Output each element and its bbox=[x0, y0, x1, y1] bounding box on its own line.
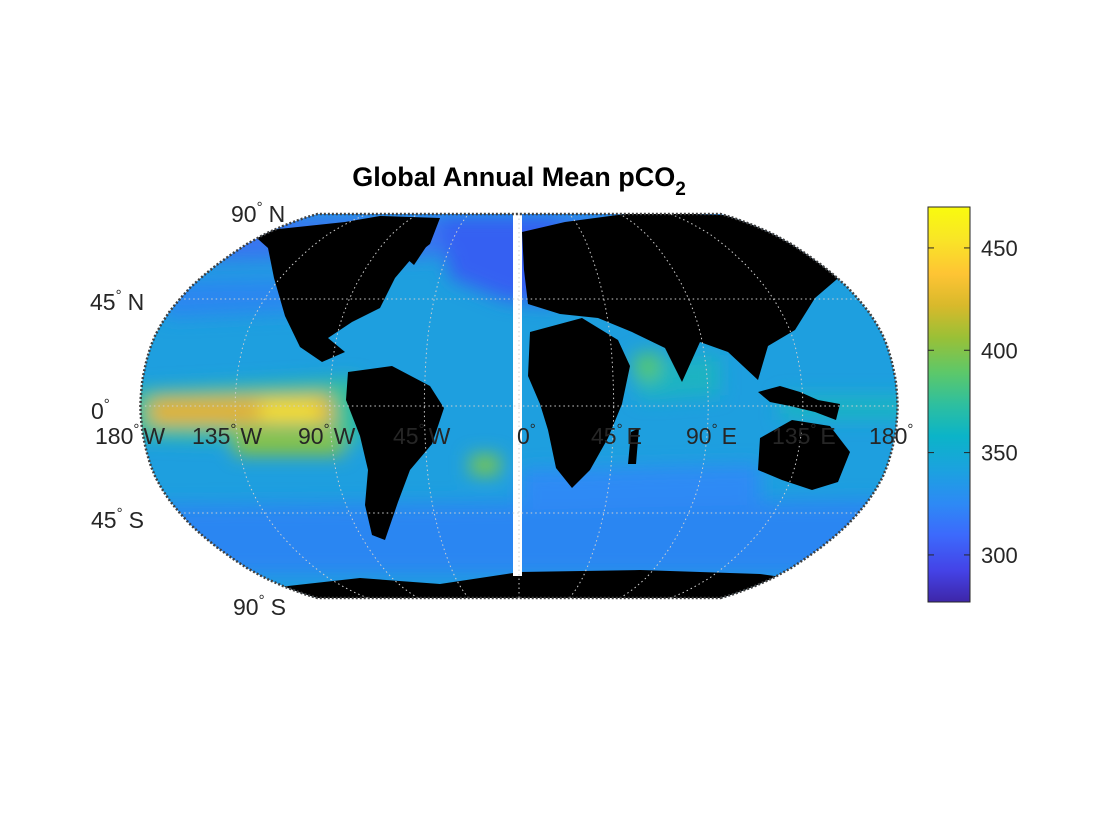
south-america bbox=[346, 366, 444, 540]
colorbar-ticks: 300 350 400 450 bbox=[928, 236, 1018, 568]
colorbar-tick-label: 300 bbox=[981, 543, 1018, 568]
atlantic-equator-green bbox=[470, 455, 500, 475]
lon-label-90w: 90° W bbox=[298, 421, 356, 449]
lon-label-90e: 90° E bbox=[686, 421, 737, 449]
longitude-labels: 180° W 135° W 90° W 45° W 0° 45° E 90° E 135° E… bbox=[95, 421, 913, 449]
meridian-line bbox=[329, 213, 419, 599]
lon-label-180: 180° bbox=[869, 421, 913, 449]
meridian-line bbox=[669, 213, 804, 599]
madagascar bbox=[628, 428, 639, 464]
east-pacific-yellow bbox=[260, 402, 320, 420]
north-america bbox=[250, 216, 440, 362]
lat-label-90n: 90° N bbox=[231, 199, 285, 227]
lon-label-135w: 135° W bbox=[192, 421, 262, 449]
colorbar-tick-label: 450 bbox=[981, 236, 1018, 261]
lon-label-45e: 45° E bbox=[591, 421, 642, 449]
southeast-asia-islands bbox=[758, 386, 840, 420]
east-pacific-green bbox=[230, 430, 345, 455]
map-frame bbox=[139, 212, 899, 600]
lat-label-90s: 90° S bbox=[233, 592, 286, 620]
colorbar-tick-label: 400 bbox=[981, 338, 1018, 363]
colorbar-gradient bbox=[927, 206, 971, 603]
lon-label-135e: 135° E bbox=[772, 421, 836, 449]
lat-label-0: 0° bbox=[91, 396, 110, 424]
meridian-line bbox=[234, 213, 369, 599]
africa bbox=[528, 318, 630, 488]
antarctica bbox=[270, 570, 860, 598]
europe-asia bbox=[522, 214, 880, 382]
australia bbox=[758, 420, 850, 490]
figure-title: Global Annual Mean pCO2 bbox=[352, 162, 686, 200]
meridian-line bbox=[423, 213, 469, 599]
arabian-sea-green bbox=[633, 352, 660, 382]
colorbar: 300 350 400 450 bbox=[927, 206, 1018, 603]
meridian-line bbox=[569, 213, 615, 599]
lon-label-0: 0° bbox=[517, 421, 536, 449]
north-pacific-zone bbox=[160, 278, 300, 318]
lat-label-45s: 45° S bbox=[91, 505, 144, 533]
greenland bbox=[388, 218, 435, 265]
south-subtropics-zone bbox=[520, 465, 760, 510]
meridian-line bbox=[619, 213, 709, 599]
lat-label-45n: 45° N bbox=[90, 287, 144, 315]
latitude-labels: 90° N 45° N 0° 45° S 90° S bbox=[90, 199, 286, 620]
prime-meridian-gap bbox=[513, 214, 522, 576]
graticule bbox=[140, 213, 898, 599]
colorbar-tick-label: 350 bbox=[981, 441, 1018, 466]
lon-label-180w: 180° W bbox=[95, 421, 165, 449]
land-masses bbox=[250, 214, 880, 598]
lon-label-45w: 45° W bbox=[393, 421, 451, 449]
